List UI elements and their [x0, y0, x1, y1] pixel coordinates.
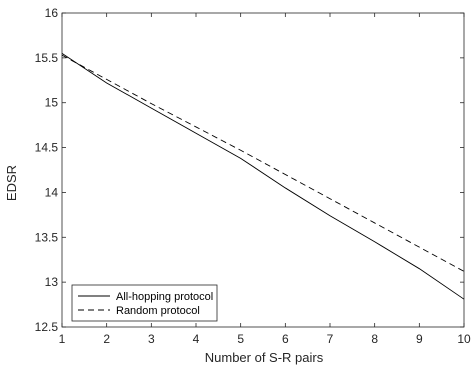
y-tick-label: 12.5	[35, 320, 59, 334]
x-tick-label: 9	[416, 332, 423, 346]
y-tick-label: 15	[45, 96, 59, 110]
y-tick-label: 14.5	[35, 141, 59, 155]
y-axis-title: EDSR	[4, 165, 19, 201]
x-tick-label: 7	[327, 332, 334, 346]
x-tick-label: 2	[103, 332, 110, 346]
plot-area	[61, 12, 465, 328]
legend-box	[71, 284, 218, 322]
y-tick-label: 13.5	[35, 230, 59, 244]
all-hopping-protocol-line	[61, 52, 465, 300]
series-layer	[61, 52, 465, 300]
x-axis: 1 2 3 4 5 6 7 8 9 10	[59, 13, 471, 346]
y-axis: 12.5 13 13.5 14 14.5 15 15.5 16	[35, 6, 464, 334]
x-tick-label: 8	[371, 332, 378, 346]
legend-label: Random protocol	[116, 305, 200, 317]
x-tick-label: 5	[237, 332, 244, 346]
y-tick-label: 14	[45, 185, 59, 199]
legend-label: All-hopping protocol	[116, 291, 213, 303]
x-tick-label: 3	[148, 332, 155, 346]
legend: All-hopping protocol Random protocol	[71, 284, 218, 322]
x-tick-label: 1	[59, 332, 66, 346]
y-tick-label: 15.5	[35, 51, 59, 65]
y-tick-label: 16	[45, 6, 59, 20]
plot-frame	[61, 12, 465, 328]
random-protocol-line	[61, 54, 465, 272]
x-tick-label: 4	[193, 332, 200, 346]
x-tick-label: 6	[282, 332, 289, 346]
x-axis-title: Number of S-R pairs	[205, 350, 324, 365]
x-tick-label: 10	[457, 332, 471, 346]
y-tick-label: 13	[45, 275, 59, 289]
